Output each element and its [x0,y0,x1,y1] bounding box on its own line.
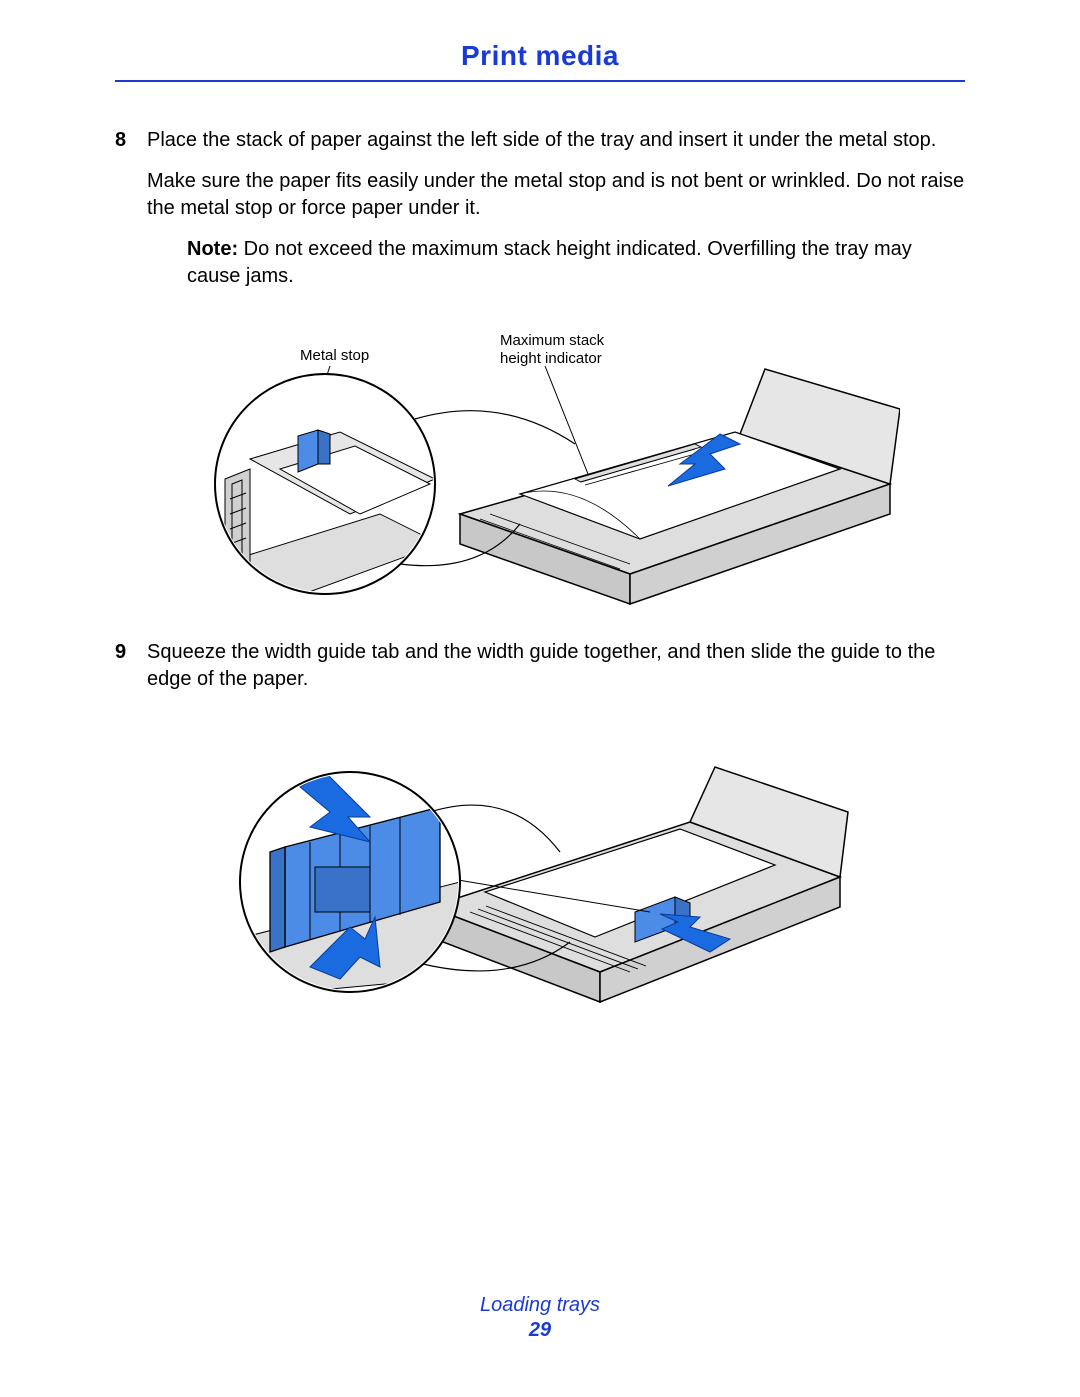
step-9-para-1: Squeeze the width guide tab and the widt… [147,639,965,693]
callout-metal-stop: Metal stop [300,347,369,365]
step-number: 8 [115,127,133,304]
header-rule [115,80,965,82]
callout-line2: height indicator [500,350,602,367]
page-footer: Loading trays 29 [0,1294,1080,1342]
footer-section: Loading trays [0,1294,1080,1317]
figure-1: Metal stop Maximum stack height indicato… [180,314,900,609]
detail-circle-2 [240,772,460,997]
step-8-para-2: Make sure the paper fits easily under th… [147,168,965,222]
figure-2-svg [230,717,850,1027]
figure-2 [230,717,850,1027]
callout-max-stack: Maximum stack height indicator [500,332,604,368]
step-8-para-1: Place the stack of paper against the lef… [147,127,965,154]
step-8-note: Note: Do not exceed the maximum stack he… [147,236,965,290]
page-title: Print media [115,40,965,80]
note-text: Do not exceed the maximum stack height i… [187,238,912,287]
callout-line1: Maximum stack [500,332,604,349]
tray-body-2 [430,767,848,1002]
step-9: 9 Squeeze the width guide tab and the wi… [115,639,965,707]
step-body: Place the stack of paper against the lef… [147,127,965,304]
step-number: 9 [115,639,133,707]
footer-page-number: 29 [0,1319,1080,1342]
tray-body [460,369,900,604]
step-8: 8 Place the stack of paper against the l… [115,127,965,304]
step-body: Squeeze the width guide tab and the widt… [147,639,965,707]
note-label: Note: [187,238,238,260]
